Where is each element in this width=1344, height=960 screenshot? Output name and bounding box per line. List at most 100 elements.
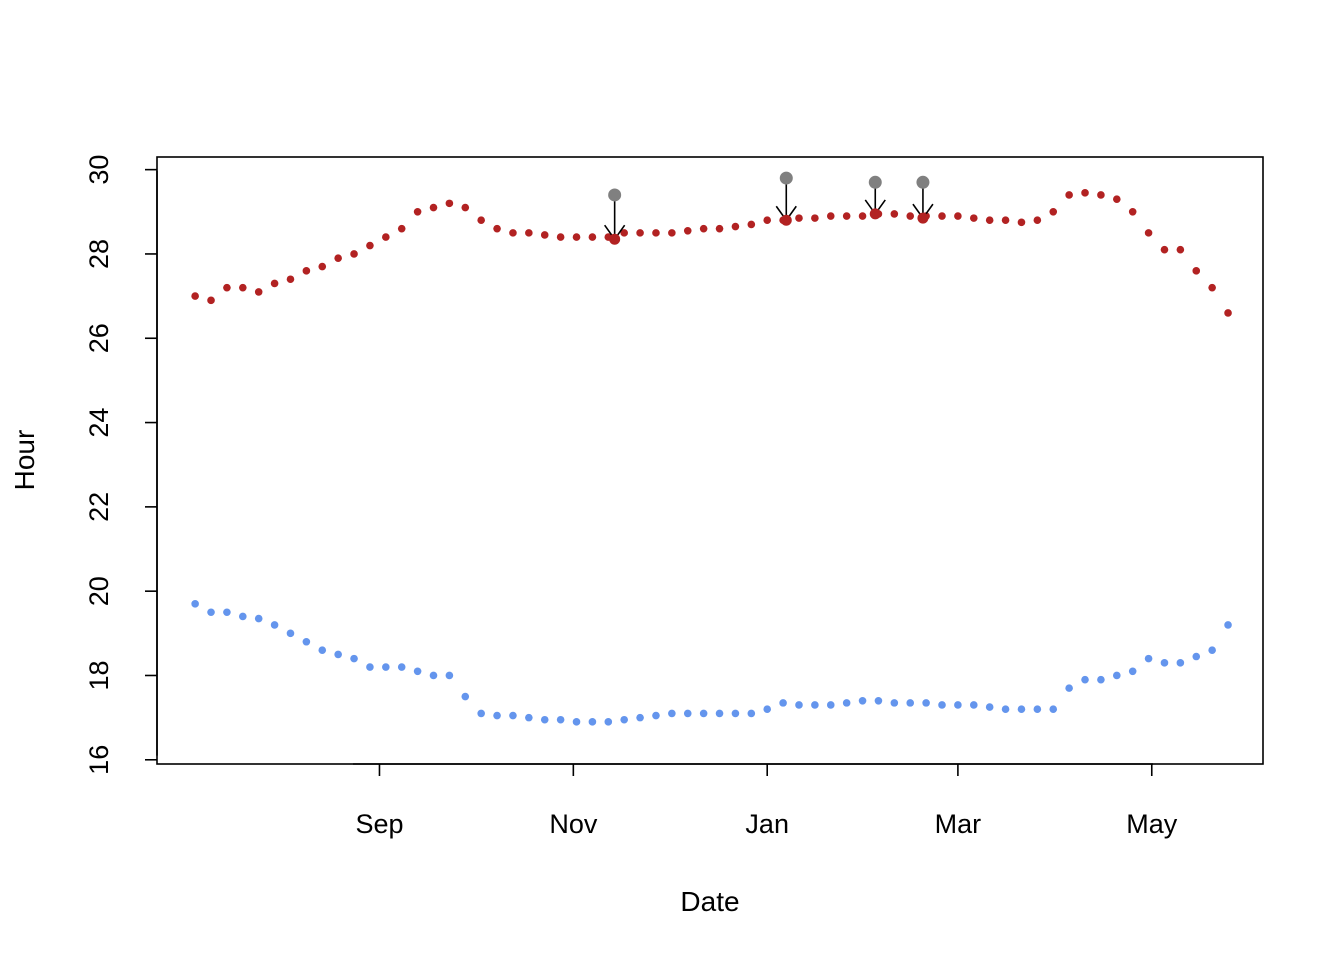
data-point: [874, 696, 883, 705]
x-tick-label: Mar: [935, 809, 982, 839]
data-point: [397, 663, 406, 671]
data-point: [906, 212, 915, 220]
data-point: [318, 646, 327, 654]
data-point: [382, 233, 390, 241]
data-point: [620, 715, 628, 724]
data-point: [525, 229, 533, 237]
y-tick-label: 30: [84, 155, 114, 185]
data-point: [858, 696, 867, 705]
annotation-arrow: [864, 175, 886, 220]
data-point: [938, 212, 946, 220]
highlighted-point: [869, 208, 881, 220]
data-point: [683, 226, 692, 235]
data-point: [191, 600, 199, 608]
data-point: [668, 229, 676, 237]
data-point: [1160, 245, 1169, 254]
data-point: [985, 216, 994, 225]
data-point: [1081, 189, 1089, 197]
data-point: [350, 250, 358, 258]
data-point: [636, 229, 644, 237]
annotation-marker: [779, 171, 793, 185]
data-point: [525, 713, 533, 722]
data-point: [1065, 191, 1073, 199]
data-point: [906, 699, 915, 707]
data-point: [795, 214, 803, 222]
data-point: [683, 709, 692, 718]
data-point: [572, 718, 581, 726]
data-point: [334, 650, 342, 659]
data-point: [890, 210, 899, 218]
data-point: [572, 233, 581, 241]
data-point: [620, 229, 628, 237]
data-point: [556, 233, 565, 241]
data-point: [1097, 191, 1105, 199]
data-point: [1176, 659, 1185, 667]
y-tick-label: 20: [84, 576, 114, 606]
data-point: [1001, 705, 1010, 714]
data-point: [1017, 705, 1026, 714]
data-point: [302, 637, 311, 646]
data-point: [715, 224, 724, 233]
data-point: [954, 212, 962, 220]
data-point: [1033, 705, 1042, 714]
data-point: [811, 701, 819, 709]
data-point: [811, 214, 819, 222]
data-point: [747, 220, 756, 229]
data-point: [397, 224, 406, 233]
data-point: [493, 711, 501, 720]
data-point: [270, 279, 279, 288]
highlighted-point: [609, 233, 621, 245]
data-point: [1192, 267, 1201, 275]
x-axis: Sep Nov Jan Mar May: [353, 763, 1178, 839]
data-point: [747, 709, 756, 718]
data-point: [1113, 195, 1121, 203]
data-point: [1033, 216, 1042, 225]
annotation-marker: [608, 188, 622, 202]
data-point: [254, 288, 263, 296]
y-tick-label: 18: [84, 660, 114, 690]
data-point: [540, 715, 549, 724]
data-point: [652, 229, 660, 237]
data-point: [1192, 652, 1201, 661]
data-point: [985, 703, 994, 711]
x-tick-label: May: [1126, 809, 1178, 839]
annotation-arrow: [912, 175, 934, 224]
data-point: [413, 667, 422, 676]
data-point: [779, 699, 787, 707]
data-point: [763, 216, 772, 225]
data-point: [715, 709, 724, 718]
data-point: [1176, 245, 1185, 254]
data-point: [699, 224, 708, 233]
data-point: [1224, 621, 1232, 629]
x-axis-title: Date: [680, 886, 739, 917]
data-point: [969, 701, 978, 709]
data-point: [668, 709, 676, 718]
data-point: [382, 663, 390, 671]
data-point: [1208, 646, 1216, 654]
data-point: [731, 222, 740, 231]
data-point: [636, 713, 644, 722]
data-point: [413, 207, 422, 216]
data-point: [826, 701, 835, 709]
data-point: [223, 608, 231, 617]
data-point: [318, 262, 327, 271]
highlighted-point: [780, 214, 792, 226]
data-point: [223, 283, 231, 292]
y-tick-label: 24: [84, 408, 114, 438]
annotation-marker: [868, 175, 882, 189]
y-tick-label: 26: [84, 323, 114, 353]
data-point: [842, 212, 851, 220]
data-point: [826, 212, 835, 220]
data-point: [239, 612, 247, 621]
data-point: [922, 699, 930, 707]
data-point: [461, 203, 470, 212]
data-point: [350, 654, 358, 663]
data-point: [493, 224, 501, 233]
data-point: [954, 701, 962, 709]
y-tick-label: 16: [84, 745, 114, 775]
data-point: [191, 292, 199, 300]
data-point: [1065, 684, 1073, 692]
data-point: [366, 241, 374, 250]
data-point: [890, 699, 899, 707]
